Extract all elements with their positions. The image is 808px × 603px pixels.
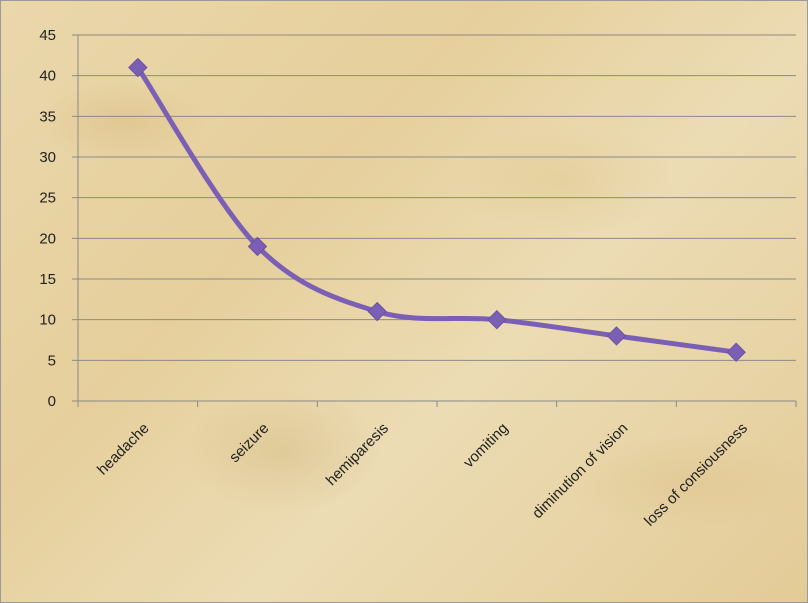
x-category-label: hemiparesis [323, 420, 392, 489]
series-line [135, 65, 739, 355]
y-tick-label: 40 [39, 68, 56, 85]
x-category-label: diminution of vision [529, 420, 631, 522]
y-tick-label: 5 [48, 352, 56, 369]
data-point-marker [128, 57, 148, 78]
data-point-marker [726, 342, 746, 362]
x-category-label: seizure [226, 420, 272, 466]
y-tick-label: 30 [39, 149, 56, 166]
data-point-marker [247, 236, 268, 257]
data-point-marker [606, 326, 627, 346]
y-axis-ticks: 0 5 10 15 20 25 30 35 40 45 [39, 27, 78, 410]
x-category-label: vomiting [460, 420, 512, 472]
x-axis-labels: headache seizure hemiparesis vomiting diminu… [94, 420, 751, 530]
y-tick-label: 0 [48, 393, 56, 410]
data-point-marker [367, 301, 387, 322]
y-tick-label: 25 [39, 190, 56, 207]
y-tick-label: 35 [39, 108, 56, 125]
y-tick-label: 10 [39, 312, 56, 329]
y-tick-label: 20 [39, 230, 56, 247]
axes [77, 35, 797, 407]
series-group [128, 57, 746, 362]
y-tick-label: 45 [39, 27, 56, 44]
x-category-label: headache [94, 420, 153, 479]
gridlines [78, 34, 796, 361]
y-tick-label: 15 [39, 271, 56, 288]
x-category-label: loss of consiousness [641, 420, 751, 530]
data-point-marker [487, 309, 507, 330]
